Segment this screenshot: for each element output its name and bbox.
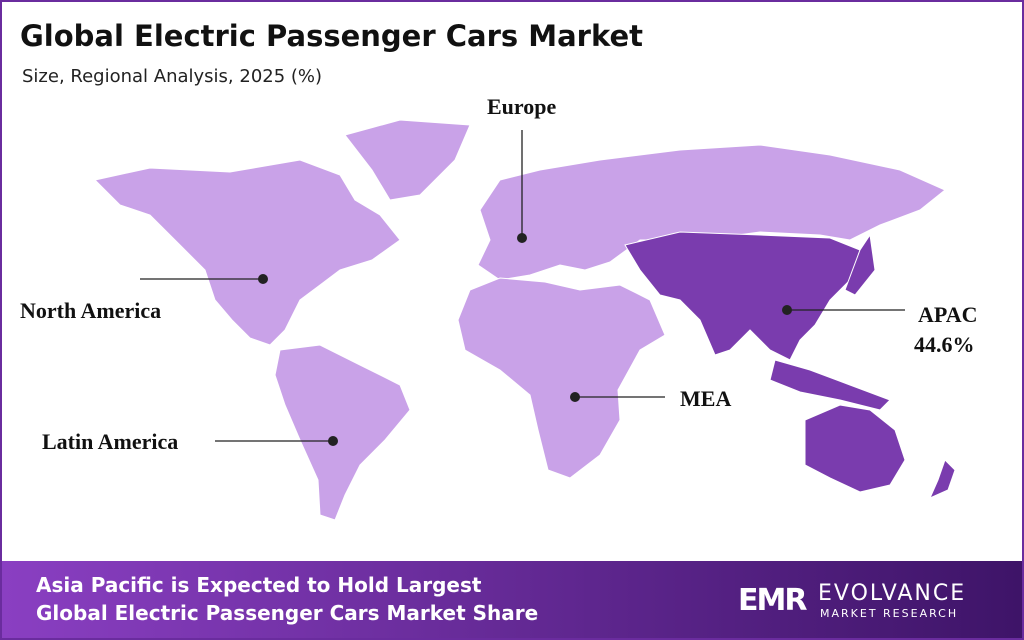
region-label: North America [20,298,161,323]
title: Global Electric Passenger Cars Market [20,19,643,53]
logo-mark: EMR [738,583,807,618]
greenland [344,119,471,201]
africa-middle-east [457,277,666,479]
footer-line: Global Electric Passenger Cars Market Sh… [36,601,538,625]
pointers [140,130,905,446]
australia [804,404,906,493]
pointer-dot [517,233,527,243]
subtitle: Size, Regional Analysis, 2025 (%) [22,66,322,87]
logo-name: EVOLVANCE [818,581,966,606]
japan [844,233,876,296]
latin-america [274,344,411,521]
region-label: APAC [918,302,977,327]
footer-line: Asia Pacific is Expected to Hold Largest [36,573,482,597]
southeast-asia [769,359,891,411]
pointer-dot [782,305,792,315]
new-zealand [929,459,956,499]
apac-region [624,231,861,361]
pointer-dot [258,274,268,284]
world-map [93,119,956,521]
north-america [93,159,401,346]
footer-band [2,561,1022,638]
logo-tagline: MARKET RESEARCH [820,607,958,620]
europe-russia [477,144,946,281]
region-label: Latin America [42,429,178,454]
pointer-dot [328,436,338,446]
region-value: 44.6% [914,332,975,357]
region-label: MEA [680,386,731,411]
pointer-dot [570,392,580,402]
region-label: Europe [487,94,557,119]
